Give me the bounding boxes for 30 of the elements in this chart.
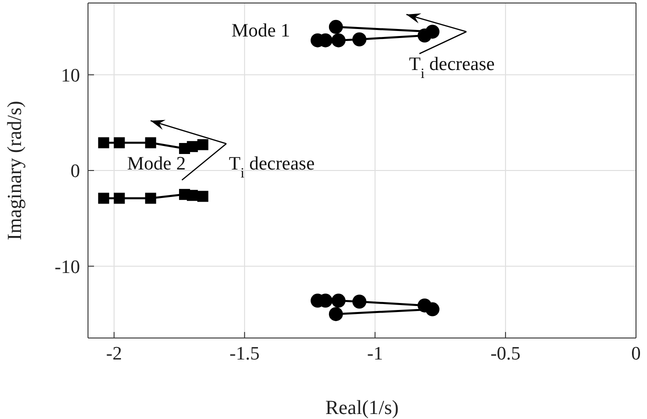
point (328, 307, 343, 322)
point (197, 190, 208, 202)
x-tick-label: -1 (367, 343, 383, 364)
annotation: T$_{i}$ decrease (228, 154, 315, 182)
annotation: Mode 2 (127, 154, 186, 175)
point (114, 192, 125, 204)
point (352, 32, 366, 46)
x-tick-label: -0.5 (490, 343, 521, 364)
point (332, 294, 346, 308)
annotation: Mode 1 (232, 20, 290, 42)
x-axis-title: Real(1/s) (325, 397, 399, 419)
point (352, 294, 366, 309)
point (98, 192, 110, 204)
y-axis-title: Imaginary (rad/s) (4, 100, 26, 240)
point (114, 137, 125, 148)
point (328, 20, 343, 34)
x-tick-label: -1.5 (230, 343, 260, 364)
point (418, 28, 432, 43)
y-tick-label: 10 (61, 66, 80, 87)
point (332, 33, 346, 48)
y-tick-label: 0 (70, 161, 80, 182)
point (145, 192, 156, 204)
y-tick-label: -10 (54, 256, 80, 278)
x-tick-label: 0 (631, 343, 641, 364)
annotation: T$_{i}$ decrease (408, 54, 495, 82)
point (98, 137, 110, 148)
point (418, 298, 432, 312)
x-tick-label: -2 (106, 343, 122, 364)
point (197, 139, 208, 150)
point (145, 137, 156, 148)
